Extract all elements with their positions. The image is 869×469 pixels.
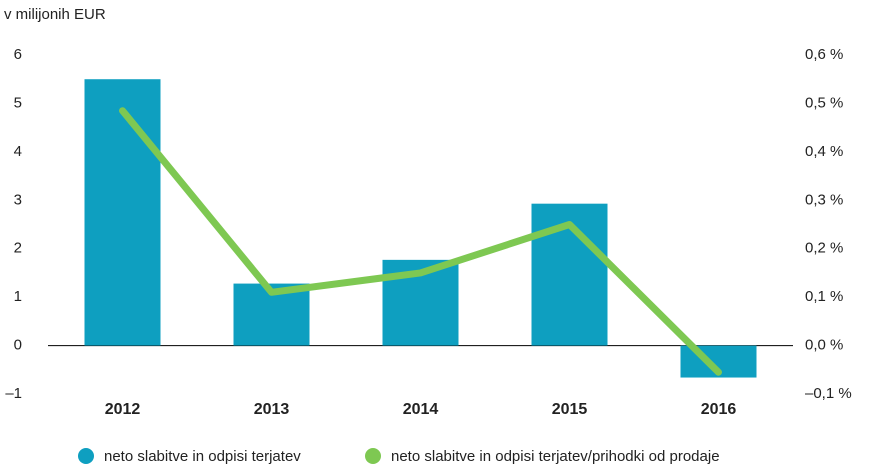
x-tick-label: 2016 [701, 401, 737, 418]
y2-tick-label: 0,1 % [805, 288, 843, 305]
y2-tick-label: 0,2 % [805, 240, 843, 257]
y-tick-label: 5 [14, 94, 22, 111]
y-tick-label: 2 [14, 240, 22, 257]
legend-swatch [365, 448, 381, 464]
legend-label: neto slabitve in odpisi terjatev/prihodk… [391, 448, 720, 465]
legend-label: neto slabitve in odpisi terjatev [104, 448, 301, 465]
y-tick-label: 4 [14, 143, 22, 160]
y2-tick-label: 0,4 % [805, 143, 843, 160]
y2-tick-label: –0,1 % [805, 385, 852, 402]
x-tick-label: 2012 [105, 401, 141, 418]
y-tick-label: 6 [14, 46, 22, 63]
line [119, 107, 722, 376]
y-tick-label: –1 [5, 385, 22, 402]
y-tick-label: 3 [14, 191, 22, 208]
y-tick-label: 1 [14, 288, 22, 305]
legend-swatch [78, 448, 94, 464]
x-tick-label: 2015 [552, 401, 588, 418]
x-tick-label: 2014 [403, 401, 439, 418]
x-tick-label: 2013 [254, 401, 290, 418]
y-axis-label: v milijonih EUR [4, 6, 106, 23]
y2-tick-label: 0,5 % [805, 94, 843, 111]
y2-tick-label: 0,3 % [805, 191, 843, 208]
bar [84, 79, 161, 346]
y-tick-label: 0 [14, 337, 22, 354]
y2-tick-label: 0,6 % [805, 46, 843, 63]
y2-tick-label: 0,0 % [805, 337, 843, 354]
